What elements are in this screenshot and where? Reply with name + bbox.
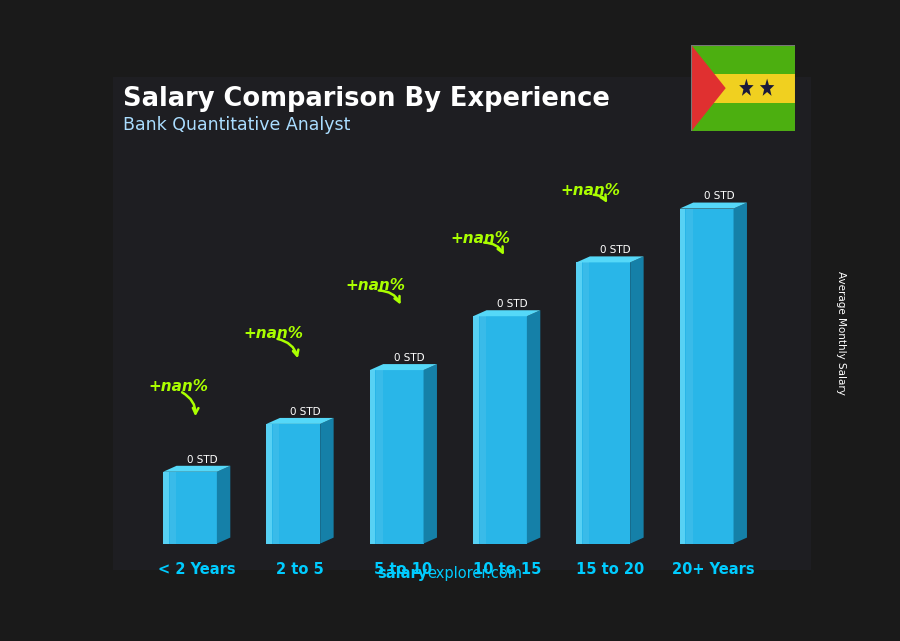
Polygon shape bbox=[370, 364, 437, 370]
Polygon shape bbox=[320, 418, 334, 544]
Text: 0 STD: 0 STD bbox=[394, 353, 425, 363]
Text: 0 STD: 0 STD bbox=[704, 192, 734, 201]
Bar bbox=[583, 262, 590, 544]
Polygon shape bbox=[473, 310, 540, 316]
Bar bbox=[686, 208, 693, 544]
Bar bbox=[473, 316, 479, 544]
Text: 5 to 10: 5 to 10 bbox=[374, 562, 432, 576]
Text: 2 to 5: 2 to 5 bbox=[276, 562, 324, 576]
Bar bbox=[691, 74, 795, 103]
Polygon shape bbox=[760, 79, 774, 96]
Text: 0 STD: 0 STD bbox=[600, 246, 631, 255]
Polygon shape bbox=[691, 45, 725, 131]
Polygon shape bbox=[739, 79, 753, 96]
Bar bbox=[680, 208, 734, 544]
Text: +nan%: +nan% bbox=[148, 379, 209, 394]
Text: 10 to 15: 10 to 15 bbox=[472, 562, 541, 576]
Text: 15 to 20: 15 to 20 bbox=[576, 562, 644, 576]
Polygon shape bbox=[217, 466, 230, 544]
Text: 0 STD: 0 STD bbox=[291, 407, 321, 417]
Polygon shape bbox=[266, 418, 334, 424]
Bar bbox=[577, 262, 630, 544]
Text: explorer.com: explorer.com bbox=[428, 566, 523, 581]
Text: Bank Quantitative Analyst: Bank Quantitative Analyst bbox=[122, 116, 350, 134]
Text: +nan%: +nan% bbox=[450, 231, 510, 246]
Text: +nan%: +nan% bbox=[244, 326, 303, 342]
Text: < 2 Years: < 2 Years bbox=[158, 562, 236, 576]
Bar bbox=[370, 370, 424, 544]
Bar bbox=[370, 370, 375, 544]
Polygon shape bbox=[734, 203, 747, 544]
Bar bbox=[480, 316, 486, 544]
Polygon shape bbox=[680, 203, 747, 208]
Bar bbox=[163, 472, 168, 544]
Polygon shape bbox=[526, 310, 540, 544]
Polygon shape bbox=[577, 256, 644, 262]
Text: 0 STD: 0 STD bbox=[187, 454, 218, 465]
Text: Average Monthly Salary: Average Monthly Salary bbox=[836, 271, 847, 395]
Text: 20+ Years: 20+ Years bbox=[672, 562, 755, 576]
Polygon shape bbox=[424, 364, 437, 544]
Bar bbox=[169, 472, 176, 544]
Polygon shape bbox=[630, 256, 644, 544]
Bar bbox=[376, 370, 382, 544]
Text: Salary Comparison By Experience: Salary Comparison By Experience bbox=[122, 86, 609, 112]
Bar bbox=[691, 45, 795, 74]
Bar bbox=[473, 316, 526, 544]
Bar bbox=[266, 424, 272, 544]
Bar bbox=[273, 424, 279, 544]
Bar bbox=[163, 472, 217, 544]
Bar bbox=[577, 262, 581, 544]
Text: +nan%: +nan% bbox=[345, 278, 405, 294]
Text: +nan%: +nan% bbox=[560, 183, 620, 198]
Polygon shape bbox=[163, 466, 230, 472]
Bar bbox=[691, 103, 795, 131]
Bar bbox=[680, 208, 685, 544]
Bar bbox=[266, 424, 320, 544]
Text: salary: salary bbox=[377, 566, 427, 581]
Text: 0 STD: 0 STD bbox=[497, 299, 527, 309]
